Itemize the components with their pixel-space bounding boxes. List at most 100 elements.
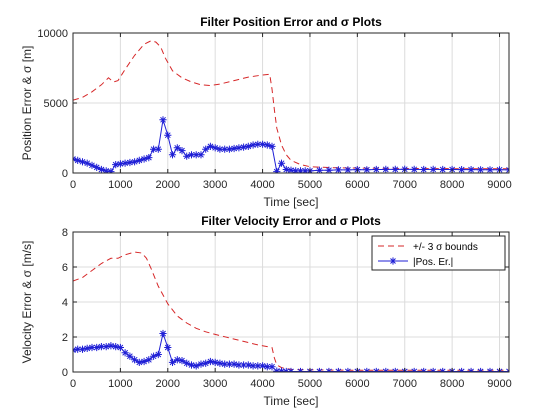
y-tick-label: 0 <box>62 168 68 180</box>
x-tick-label: 7000 <box>392 378 416 390</box>
y-tick-label: 2 <box>62 332 68 344</box>
data-point <box>173 144 181 152</box>
data-point <box>97 343 105 351</box>
data-point <box>78 345 87 353</box>
data-point <box>235 361 243 369</box>
x-axis-label: Time [sec] <box>264 195 319 209</box>
data-point <box>273 168 281 173</box>
data-point <box>325 166 333 173</box>
data-point <box>334 166 342 173</box>
x-tick-label: 7000 <box>392 179 416 191</box>
y-tick-label: 4 <box>62 297 68 309</box>
data-point <box>458 166 466 173</box>
data-point <box>296 167 305 173</box>
legend-label: |Pos. Er.| <box>413 257 453 268</box>
data-point <box>173 356 181 364</box>
data-point <box>221 145 229 153</box>
x-tick-label: 3000 <box>203 378 227 390</box>
data-point <box>420 165 428 173</box>
data-point <box>183 359 191 367</box>
data-point <box>249 141 257 149</box>
data-point <box>145 356 153 364</box>
data-point <box>88 161 96 169</box>
data-point <box>135 156 143 164</box>
chart-title: Filter Position Error and σ Plots <box>200 15 382 29</box>
data-point <box>244 361 252 369</box>
data-point <box>102 167 110 173</box>
data-point <box>259 362 267 370</box>
data-point <box>126 352 134 360</box>
data-point <box>363 166 371 173</box>
data-point <box>268 363 276 371</box>
x-tick-label: 6000 <box>345 179 369 191</box>
series-line <box>73 40 509 170</box>
series-1 <box>73 40 509 170</box>
data-point <box>216 145 224 153</box>
x-tick-label: 0 <box>70 378 76 390</box>
data-point <box>315 166 323 173</box>
data-point <box>410 165 418 173</box>
data-point <box>467 166 475 173</box>
subplot-2: 0 1000 2000 3000 4000 5000 6000 7000 8000 9000 0 2 4… <box>20 214 512 408</box>
data-point <box>154 350 162 359</box>
x-tick-label: 5000 <box>298 378 322 390</box>
data-point <box>211 358 219 366</box>
y-tick-label: 6 <box>62 262 68 274</box>
data-point <box>178 147 186 155</box>
data-point <box>206 357 214 366</box>
data-point <box>74 156 82 164</box>
data-point <box>225 145 233 153</box>
data-point <box>168 358 177 366</box>
data-point <box>240 361 248 369</box>
data-point <box>164 343 172 352</box>
data-point <box>382 165 390 173</box>
data-point <box>140 155 148 163</box>
data-point <box>372 165 380 173</box>
data-point <box>197 360 205 368</box>
legend: +/- 3 σ bounds |Pos. Er.| <box>371 235 506 271</box>
data-point <box>221 360 229 368</box>
x-tick-label: 1000 <box>108 378 132 390</box>
chart-title: Filter Velocity Error and σ Plots <box>201 214 381 228</box>
data-point <box>83 344 91 352</box>
data-point <box>112 161 120 169</box>
data-point <box>74 345 82 353</box>
legend-box <box>371 235 506 271</box>
data-point <box>391 165 399 173</box>
data-point <box>211 144 219 152</box>
y-tick-label: 10000 <box>37 28 68 40</box>
data-point <box>486 166 494 173</box>
data-point <box>154 145 162 153</box>
data-point <box>183 152 191 160</box>
data-point <box>145 154 153 162</box>
data-point <box>206 142 214 150</box>
x-tick-label: 9000 <box>487 179 511 191</box>
data-point <box>97 165 105 173</box>
x-tick-label: 6000 <box>345 378 369 390</box>
data-point <box>78 158 87 166</box>
data-point <box>202 359 210 367</box>
data-point <box>263 141 271 149</box>
x-tick-label: 1000 <box>108 179 132 191</box>
data-point <box>249 362 257 370</box>
data-point <box>168 151 177 159</box>
x-tick-label: 3000 <box>203 179 227 191</box>
y-tick-label: 8 <box>62 227 68 239</box>
x-axis-label: Time [sec] <box>264 394 319 408</box>
data-point <box>112 343 120 351</box>
data-point <box>164 131 172 139</box>
data-point <box>131 356 139 364</box>
data-point <box>254 140 262 148</box>
data-point <box>126 158 134 167</box>
data-point <box>187 361 196 369</box>
data-point <box>277 367 286 372</box>
data-point <box>107 168 115 173</box>
data-point <box>121 159 129 167</box>
x-tick-label: 5000 <box>298 179 322 191</box>
data-point <box>192 151 200 159</box>
data-point <box>150 352 158 360</box>
data-point <box>116 160 124 168</box>
series-1 <box>73 251 509 371</box>
data-point <box>131 158 139 166</box>
